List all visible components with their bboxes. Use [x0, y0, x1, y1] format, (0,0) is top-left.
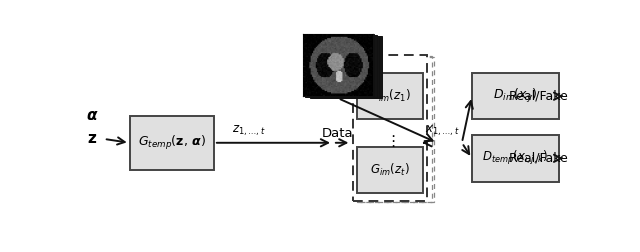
Text: $D_{im}(x_y)$: $D_{im}(x_y)$ — [493, 87, 538, 105]
Text: $x_{1,\ldots,t}$: $x_{1,\ldots,t}$ — [425, 124, 460, 138]
Text: $G_{im}(z_1)$: $G_{im}(z_1)$ — [369, 88, 411, 104]
Text: $G_{temp}(\mathbf{z},\, \boldsymbol{\alpha})$: $G_{temp}(\mathbf{z},\, \boldsymbol{\alp… — [138, 134, 205, 152]
Text: $z_{1,\ldots,t}$: $z_{1,\ldots,t}$ — [232, 124, 266, 138]
Text: $D_{temp}(x_{i,j,k})$: $D_{temp}(x_{i,j,k})$ — [482, 149, 548, 167]
FancyBboxPatch shape — [356, 73, 423, 119]
FancyBboxPatch shape — [312, 36, 381, 98]
FancyBboxPatch shape — [356, 147, 423, 193]
FancyBboxPatch shape — [472, 135, 559, 182]
FancyBboxPatch shape — [129, 116, 214, 170]
Text: $\mathbf{z}$: $\mathbf{z}$ — [87, 131, 97, 146]
FancyBboxPatch shape — [353, 55, 428, 201]
FancyBboxPatch shape — [305, 35, 374, 97]
Text: $\vdots$: $\vdots$ — [385, 133, 395, 149]
Text: Real/Fake: Real/Fake — [509, 90, 568, 103]
FancyBboxPatch shape — [307, 35, 376, 97]
FancyBboxPatch shape — [472, 73, 559, 119]
Text: Data: Data — [322, 127, 354, 140]
Text: $\boldsymbol{\alpha}$: $\boldsymbol{\alpha}$ — [86, 108, 99, 123]
Text: Real/Fake: Real/Fake — [509, 152, 568, 165]
FancyBboxPatch shape — [310, 36, 379, 98]
Text: $G_{im}(z_t)$: $G_{im}(z_t)$ — [370, 162, 410, 178]
